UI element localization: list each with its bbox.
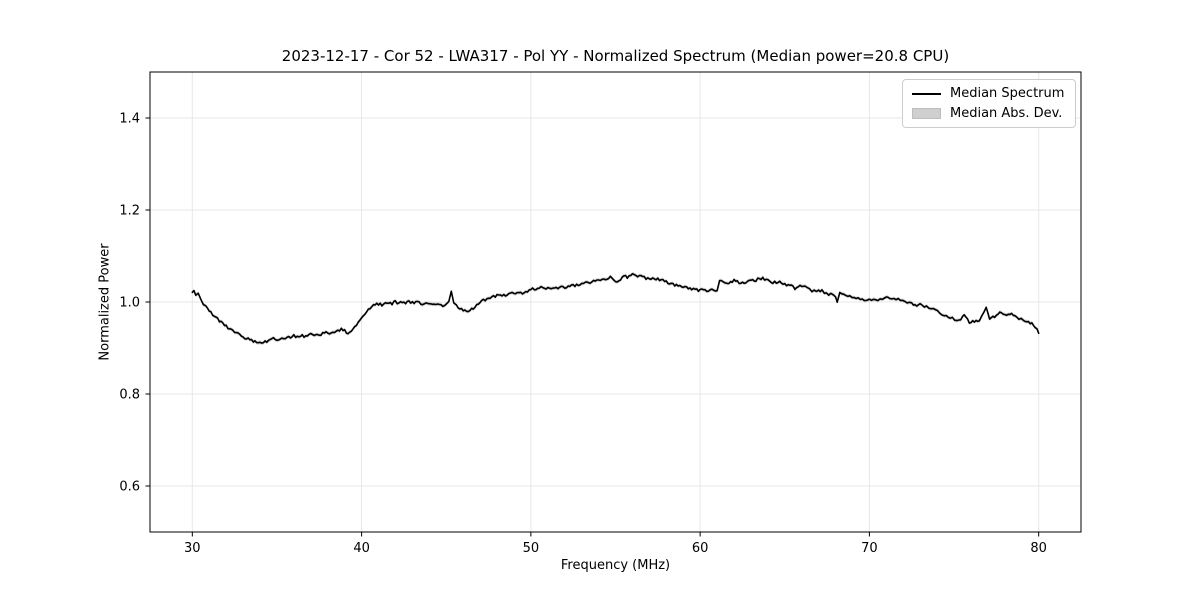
y-tick-label: 1.4 [119, 112, 140, 127]
chart-title: 2023-12-17 - Cor 52 - LWA317 - Pol YY - … [281, 47, 950, 65]
x-tick-label: 30 [184, 541, 201, 556]
x-tick-label: 80 [1030, 541, 1047, 556]
mad-band [192, 271, 1039, 345]
y-tick-label: 0.8 [119, 388, 140, 403]
x-tick-label: 70 [861, 541, 878, 556]
x-tick-label: 60 [692, 541, 709, 556]
x-axis-label: Frequency (MHz) [560, 558, 671, 573]
legend-label-median-abs-dev: Median Abs. Dev. [950, 106, 1063, 121]
patch-swatch-icon [912, 108, 941, 119]
x-tick-label: 50 [523, 541, 540, 556]
legend-item-median-spectrum: Median Spectrum [912, 85, 1067, 102]
y-tick-label: 0.6 [119, 480, 140, 495]
median-spectrum-line [191, 273, 1040, 344]
legend-label-median-spectrum: Median Spectrum [950, 86, 1065, 101]
legend-item-median-abs-dev: Median Abs. Dev. [912, 105, 1067, 122]
y-tick-label: 1.0 [119, 296, 140, 311]
x-tick-label: 40 [353, 541, 370, 556]
y-tick-label: 1.2 [119, 204, 140, 219]
line-swatch-icon [912, 92, 941, 95]
legend: Median Spectrum Median Abs. Dev. [902, 79, 1076, 128]
